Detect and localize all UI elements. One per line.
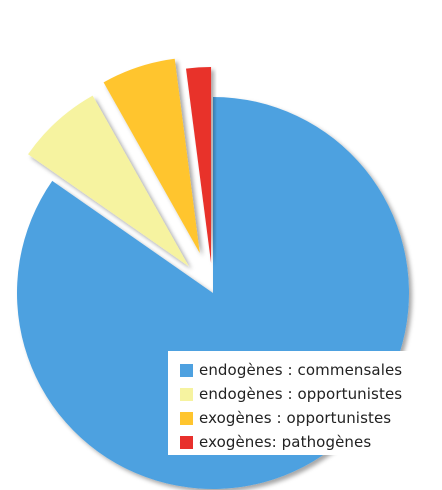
legend-swatch-2 — [180, 411, 193, 425]
legend-swatch-3 — [180, 435, 193, 449]
legend-item-1: endogènes : opportunistes — [180, 382, 438, 406]
legend-label-1: endogènes : opportunistes — [199, 385, 403, 403]
legend-item-3: exogènes: pathogènes — [180, 430, 438, 454]
legend-label-3: exogènes: pathogènes — [199, 433, 372, 451]
pie-slice-2 — [103, 58, 200, 254]
legend-swatch-1 — [180, 387, 193, 401]
pie-slice-3 — [186, 67, 212, 264]
legend-label-0: endogènes : commensales — [199, 361, 403, 379]
legend: endogènes : commensales endogènes : oppo… — [168, 351, 438, 455]
pie-slice-1 — [28, 95, 189, 267]
legend-item-2: exogènes : opportunistes — [180, 406, 438, 430]
legend-item-0: endogènes : commensales — [180, 358, 438, 382]
legend-swatch-0 — [180, 363, 193, 377]
legend-label-2: exogènes : opportunistes — [199, 409, 392, 427]
